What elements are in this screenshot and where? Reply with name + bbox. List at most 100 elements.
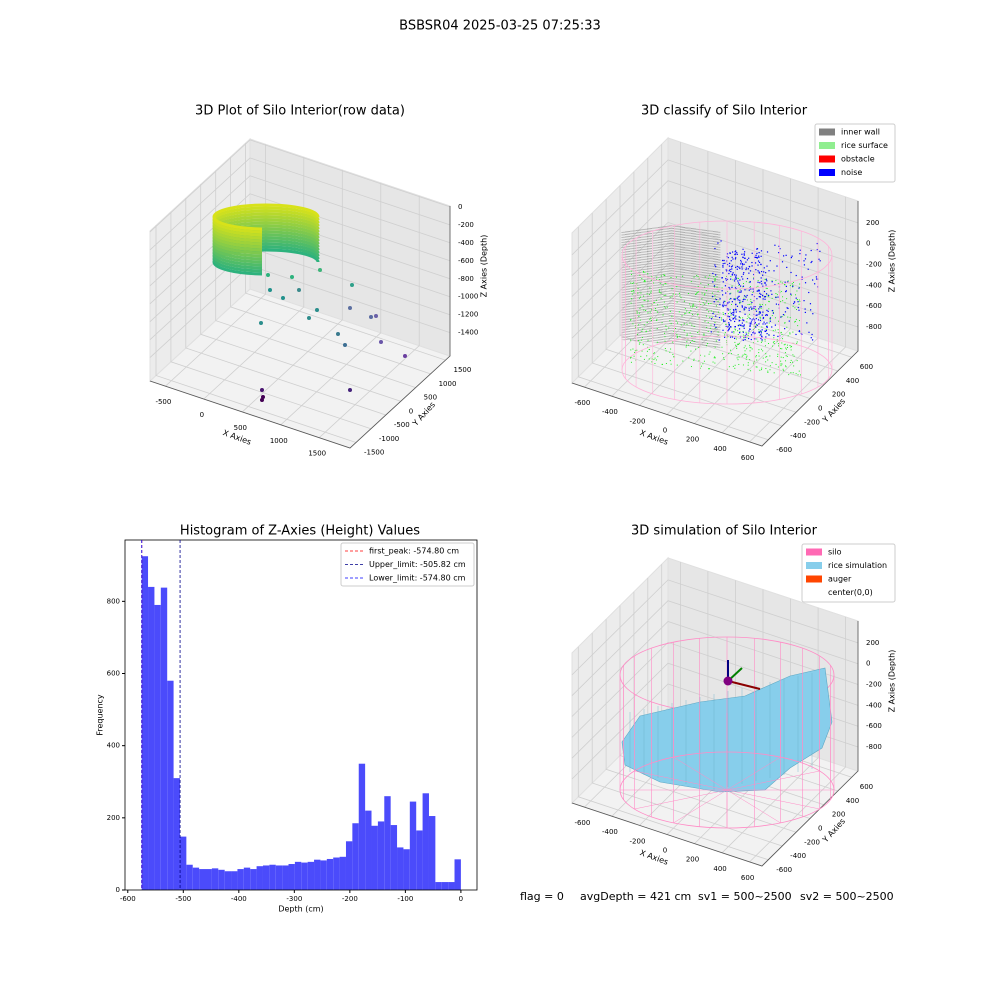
- surface-point: [714, 356, 716, 358]
- noise-point: [733, 308, 735, 311]
- noise-point: [728, 309, 730, 311]
- noise-point: [750, 306, 752, 308]
- noise-point: [738, 266, 740, 268]
- surface-point: [749, 286, 751, 288]
- y-tick-label: 200: [832, 811, 845, 819]
- bar: [422, 793, 429, 890]
- noise-point: [739, 279, 741, 281]
- surface-point: [780, 363, 782, 365]
- surface-point: [638, 343, 640, 345]
- noise-point: [771, 326, 773, 328]
- x-tick-label: 600: [741, 874, 754, 882]
- bar: [409, 801, 417, 890]
- noise-point: [731, 301, 733, 303]
- surface-point: [739, 324, 741, 326]
- surface-point: [753, 362, 755, 364]
- surface-point: [749, 303, 751, 305]
- noise-point: [723, 300, 725, 302]
- surface-point: [665, 294, 667, 296]
- surface-point: [781, 334, 783, 336]
- surface-point: [796, 341, 798, 343]
- surface-point: [756, 366, 758, 368]
- surface-point: [756, 338, 758, 340]
- noise-point: [743, 324, 745, 326]
- surface-point: [687, 338, 689, 340]
- noise-point: [728, 262, 731, 264]
- grid-line: [571, 221, 859, 318]
- legend-box: [801, 543, 896, 603]
- noise-point: [756, 248, 758, 250]
- surface-point: [647, 339, 649, 341]
- surface-point: [769, 318, 771, 320]
- noise-point: [804, 308, 806, 310]
- noise-point: [764, 295, 767, 298]
- silo-wire: [726, 756, 781, 791]
- surface-point: [643, 324, 645, 326]
- surface-point: [780, 281, 782, 283]
- surface-point: [656, 319, 658, 321]
- surface-point: [705, 345, 707, 347]
- surface-point: [714, 362, 716, 364]
- surface-point: [779, 301, 781, 303]
- surface-point: [784, 302, 786, 304]
- surface-point: [697, 313, 699, 315]
- surface-point: [735, 338, 737, 340]
- noise-point: [735, 276, 737, 278]
- noise-point: [726, 270, 728, 272]
- noise-point: [736, 265, 738, 268]
- surface-point: [658, 290, 660, 292]
- surface-point: [702, 363, 704, 365]
- surface-point: [638, 324, 640, 326]
- point-cloud: [621, 225, 821, 376]
- surface-point: [641, 278, 643, 280]
- noise-point: [756, 290, 758, 292]
- noise-point: [751, 319, 753, 321]
- surface-point: [700, 304, 702, 306]
- surface-point: [636, 312, 638, 314]
- noise-point: [728, 301, 730, 303]
- scatter-point: [315, 308, 319, 312]
- surface-point: [697, 332, 699, 334]
- noise-point: [804, 258, 807, 260]
- surface-point: [734, 316, 736, 318]
- surface-point: [778, 332, 780, 334]
- surface-point: [712, 361, 714, 363]
- noise-point: [743, 308, 745, 310]
- noise-point: [754, 256, 756, 258]
- noise-point: [735, 266, 737, 268]
- surface-point: [669, 310, 671, 312]
- z-tick-label: -600: [866, 302, 882, 310]
- y-tick-label: 600: [860, 783, 873, 791]
- noise-point: [727, 326, 729, 328]
- surface-point: [687, 293, 689, 295]
- noise-point: [744, 306, 746, 308]
- noise-point: [764, 323, 766, 325]
- surface-point: [768, 308, 770, 310]
- noise-point: [758, 323, 760, 325]
- surface-point: [707, 330, 709, 332]
- noise-point: [728, 286, 730, 289]
- noise-point: [751, 265, 753, 267]
- surface-point: [724, 300, 726, 302]
- noise-point: [724, 313, 727, 315]
- noise-point: [712, 295, 714, 298]
- noise-point: [758, 272, 761, 274]
- y-tick-label: 200: [107, 814, 120, 822]
- noise-point: [732, 311, 734, 314]
- noise-point: [763, 290, 766, 293]
- noise-point: [764, 281, 766, 284]
- bar: [224, 871, 232, 890]
- noise-point: [739, 267, 741, 270]
- surface-point: [787, 335, 789, 337]
- surface-point: [669, 351, 671, 353]
- surface-point: [662, 284, 664, 286]
- surface-point: [742, 364, 744, 366]
- surface-point: [759, 316, 761, 318]
- surface-point: [729, 349, 731, 351]
- surface-point: [711, 292, 713, 294]
- surface-point: [777, 329, 779, 331]
- surface-point: [727, 334, 729, 336]
- noise-point: [760, 250, 763, 252]
- surface-point: [647, 273, 649, 275]
- silo-wire: [726, 789, 820, 810]
